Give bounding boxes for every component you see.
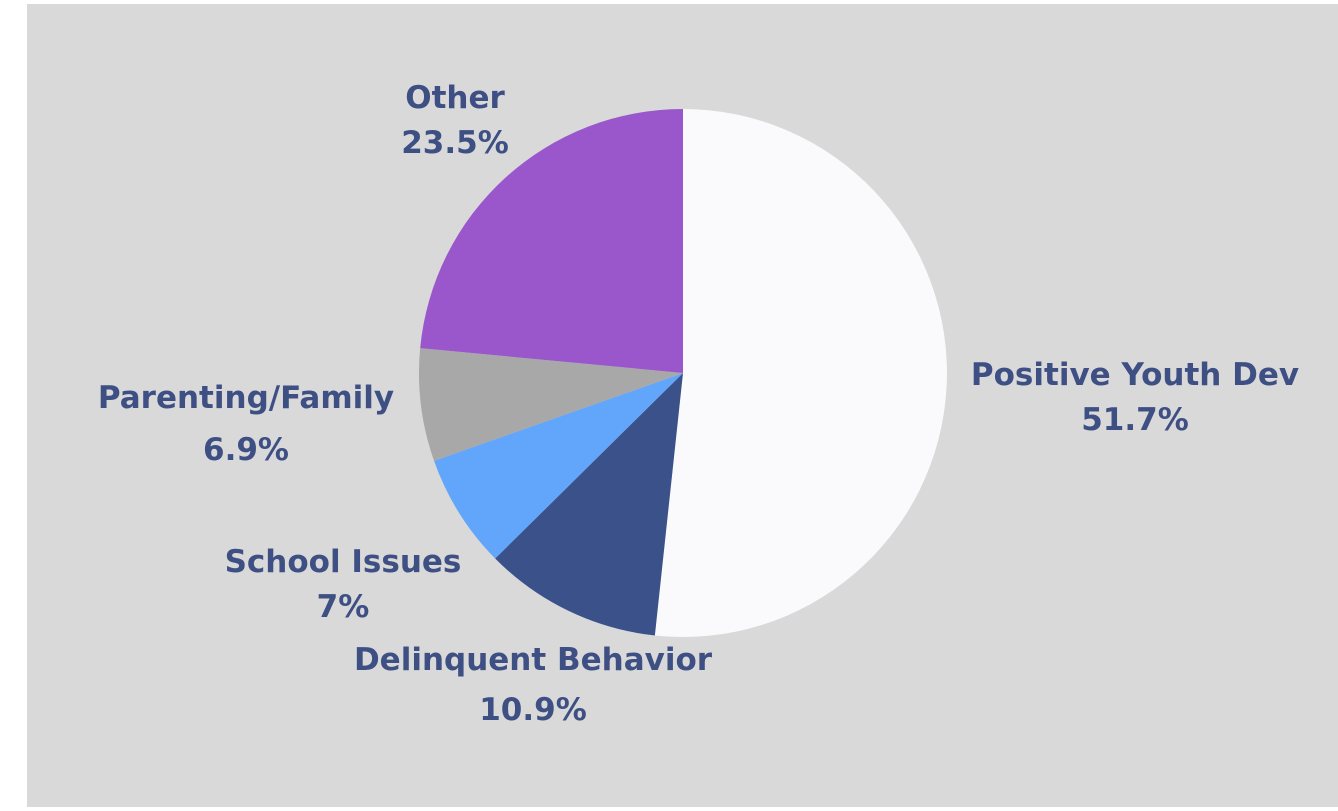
pie-slice-delinquent-behavior xyxy=(495,373,683,636)
slice-value-positive-youth-dev: 51.7% xyxy=(1081,402,1189,438)
pie-slice-positive-youth-dev xyxy=(654,109,947,637)
slice-label-other: Other xyxy=(405,80,505,116)
slice-label-school-issues: School Issues xyxy=(225,544,462,580)
slice-value-school-issues: 7% xyxy=(317,589,370,625)
pie-labels: Positive Youth Dev 51.7% Delinquent Behavi… xyxy=(98,80,1299,728)
slice-label-positive-youth-dev: Positive Youth Dev xyxy=(971,357,1299,393)
pie-slice-parenting-family xyxy=(418,348,683,461)
pie-slice-school-issues xyxy=(434,373,683,559)
slice-label-parenting-family: Parenting/Family xyxy=(98,380,394,416)
pie-slice-other xyxy=(420,109,683,373)
pie-slices xyxy=(418,109,947,637)
slice-value-delinquent-behavior: 10.9% xyxy=(479,692,587,728)
slice-label-delinquent-behavior: Delinquent Behavior xyxy=(354,642,713,678)
slice-value-parenting-family: 6.9% xyxy=(203,432,289,468)
slice-value-other: 23.5% xyxy=(401,125,509,161)
